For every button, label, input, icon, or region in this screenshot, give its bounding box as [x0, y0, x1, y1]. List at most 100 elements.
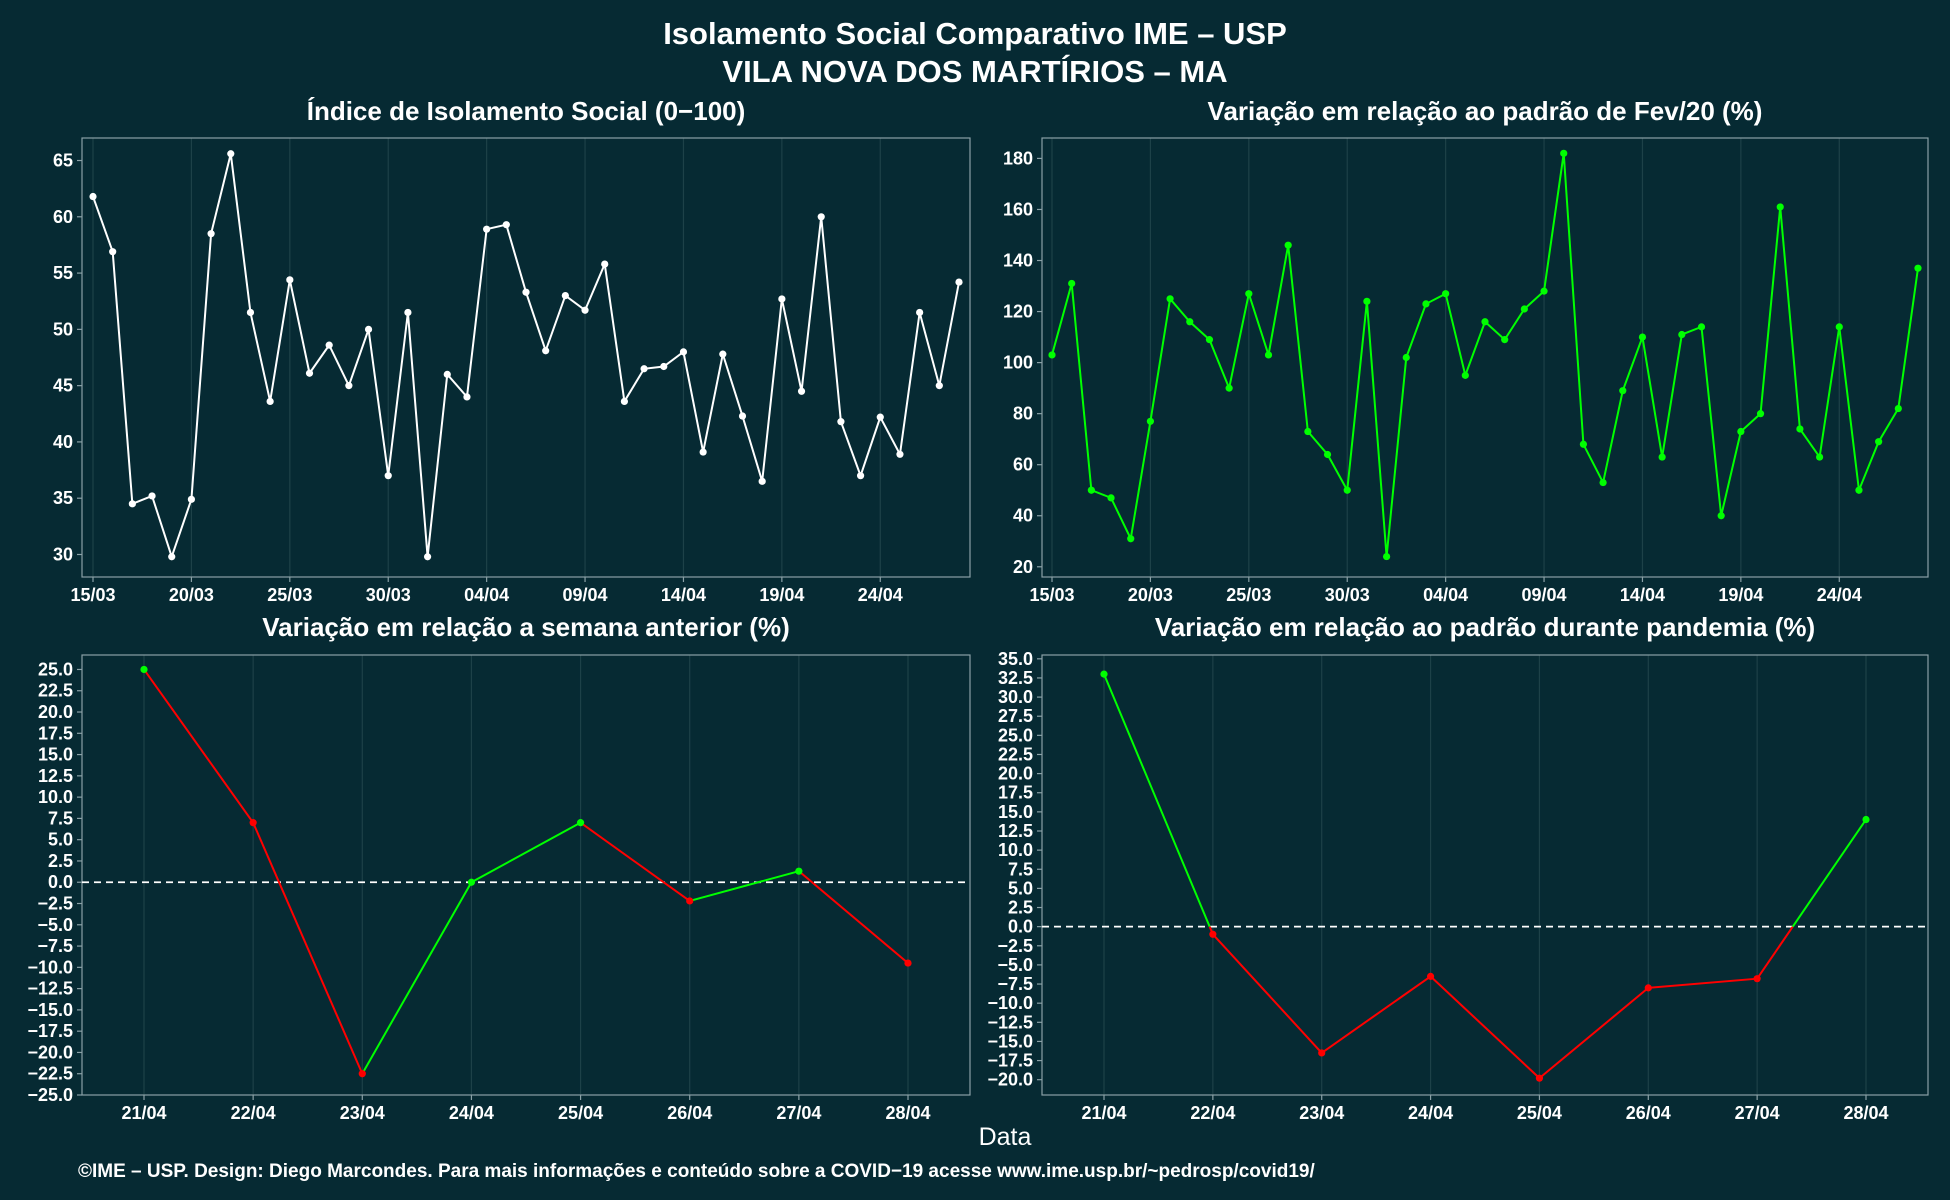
series-segment: [689, 870, 800, 902]
data-point: [384, 472, 392, 480]
x-tick-label: 27/04: [776, 1103, 821, 1123]
data-point: [916, 308, 924, 317]
data-point: [1318, 1049, 1326, 1057]
y-tick-label: 15.0: [38, 745, 73, 765]
x-tick-label: 25/04: [558, 1103, 603, 1123]
y-tick-label: 25.0: [38, 659, 73, 679]
data-point: [686, 897, 694, 905]
x-tick-label: 24/04: [1408, 1103, 1453, 1123]
data-point: [522, 288, 530, 296]
data-point: [542, 347, 550, 355]
panel-variation-previous-week: Variação em relação a semana anterior (%…: [27, 612, 971, 1123]
x-tick-label: 24/04: [858, 585, 903, 605]
data-point: [738, 412, 747, 420]
x-tick-label: 19/04: [759, 585, 804, 605]
panel-isolation-index: Índice de Isolamento Social (0−100) 15/03…: [53, 96, 971, 605]
y-tick-label: −17.5: [27, 1021, 73, 1041]
y-tick-label: −2.5: [37, 894, 73, 914]
data-point: [358, 1070, 366, 1078]
data-point: [817, 213, 825, 221]
data-point: [305, 369, 314, 377]
series-segment: [252, 822, 364, 1075]
plot-border: [1041, 654, 1929, 1096]
y-tick-label: −7.5: [37, 936, 73, 956]
series-segment: [1538, 987, 1649, 1079]
panel-variation-pandemic-pattern: Variação em relação ao padrão durante pa…: [987, 612, 1929, 1123]
data-point: [345, 382, 353, 390]
data-point: [1756, 410, 1765, 418]
x-tick-label: 30/03: [1325, 585, 1370, 605]
y-tick-label: 20.0: [38, 702, 73, 722]
y-tick-label: 35: [53, 488, 73, 508]
y-tick-label: −25.0: [27, 1085, 73, 1105]
data-point: [1717, 512, 1725, 520]
y-tick-label: 10.0: [998, 840, 1033, 860]
data-point: [719, 350, 727, 358]
y-tick-label: 35.0: [998, 649, 1033, 669]
data-point: [364, 325, 373, 333]
y-tick-label: 55: [53, 263, 73, 283]
x-tick-label: 22/04: [231, 1103, 276, 1123]
y-tick-label: −15.0: [27, 1000, 73, 1020]
data-point: [1225, 384, 1233, 392]
y-tick-label: 30.0: [998, 687, 1033, 707]
data-point: [89, 192, 97, 201]
data-point: [128, 500, 136, 508]
data-point: [1146, 417, 1155, 425]
x-tick-label: 04/04: [1423, 585, 1468, 605]
y-tick-label: 60: [1013, 455, 1033, 475]
plot-border: [81, 654, 971, 1096]
data-point: [1363, 297, 1371, 305]
data-point: [1875, 438, 1883, 446]
data-point: [699, 448, 707, 456]
y-tick-label: 30: [53, 544, 73, 564]
x-tick-label: 22/04: [1190, 1103, 1235, 1123]
data-point: [1048, 351, 1056, 359]
x-tick-label: 21/04: [1081, 1103, 1126, 1123]
data-point: [601, 260, 609, 268]
data-point: [1501, 336, 1509, 344]
x-tick-label: 25/04: [1517, 1103, 1562, 1123]
data-point: [640, 365, 648, 373]
x-tick-label: 14/04: [1620, 585, 1665, 605]
data-point: [423, 553, 432, 561]
data-point: [797, 387, 806, 395]
data-point: [1855, 486, 1863, 494]
y-tick-label: 0.0: [1008, 917, 1033, 937]
data-point: [561, 291, 569, 300]
y-tick-label: 5.0: [1008, 878, 1033, 898]
data-point: [896, 450, 904, 458]
figure-title-line2: VILA NOVA DOS MARTÍRIOS – MA: [722, 54, 1227, 89]
data-point: [1264, 351, 1273, 359]
y-tick-label: −12.5: [27, 979, 73, 999]
panel-title: Variação em relação ao padrão durante pa…: [1155, 612, 1815, 642]
panel-title: Índice de Isolamento Social (0−100): [307, 96, 746, 126]
data-point: [620, 397, 629, 405]
data-point: [1753, 975, 1761, 983]
y-tick-label: 22.5: [38, 681, 73, 701]
data-point: [467, 878, 476, 886]
y-tick-label: 5.0: [48, 830, 73, 850]
data-point: [1166, 295, 1174, 303]
panel-title: Variação em relação ao padrão de Fev/20 …: [1208, 96, 1763, 126]
data-point: [227, 150, 235, 158]
y-tick-label: −15.0: [987, 1031, 1033, 1051]
data-point: [856, 472, 865, 480]
data-point: [1579, 440, 1588, 448]
y-tick-label: 65: [53, 151, 73, 171]
x-tick-label: 09/04: [563, 585, 608, 605]
panel-title: Variação em relação a semana anterior (%…: [262, 612, 790, 642]
data-point: [1100, 670, 1108, 678]
data-point: [1461, 371, 1469, 379]
data-point: [837, 418, 845, 426]
y-tick-label: 160: [1003, 199, 1033, 219]
data-point: [1737, 427, 1745, 436]
data-point: [778, 295, 786, 303]
data-point: [404, 308, 412, 317]
data-point: [1422, 300, 1430, 308]
y-tick-label: 50: [53, 319, 73, 339]
data-point: [1619, 387, 1627, 395]
data-point: [1835, 323, 1843, 331]
y-tick-label: 140: [1003, 251, 1033, 271]
